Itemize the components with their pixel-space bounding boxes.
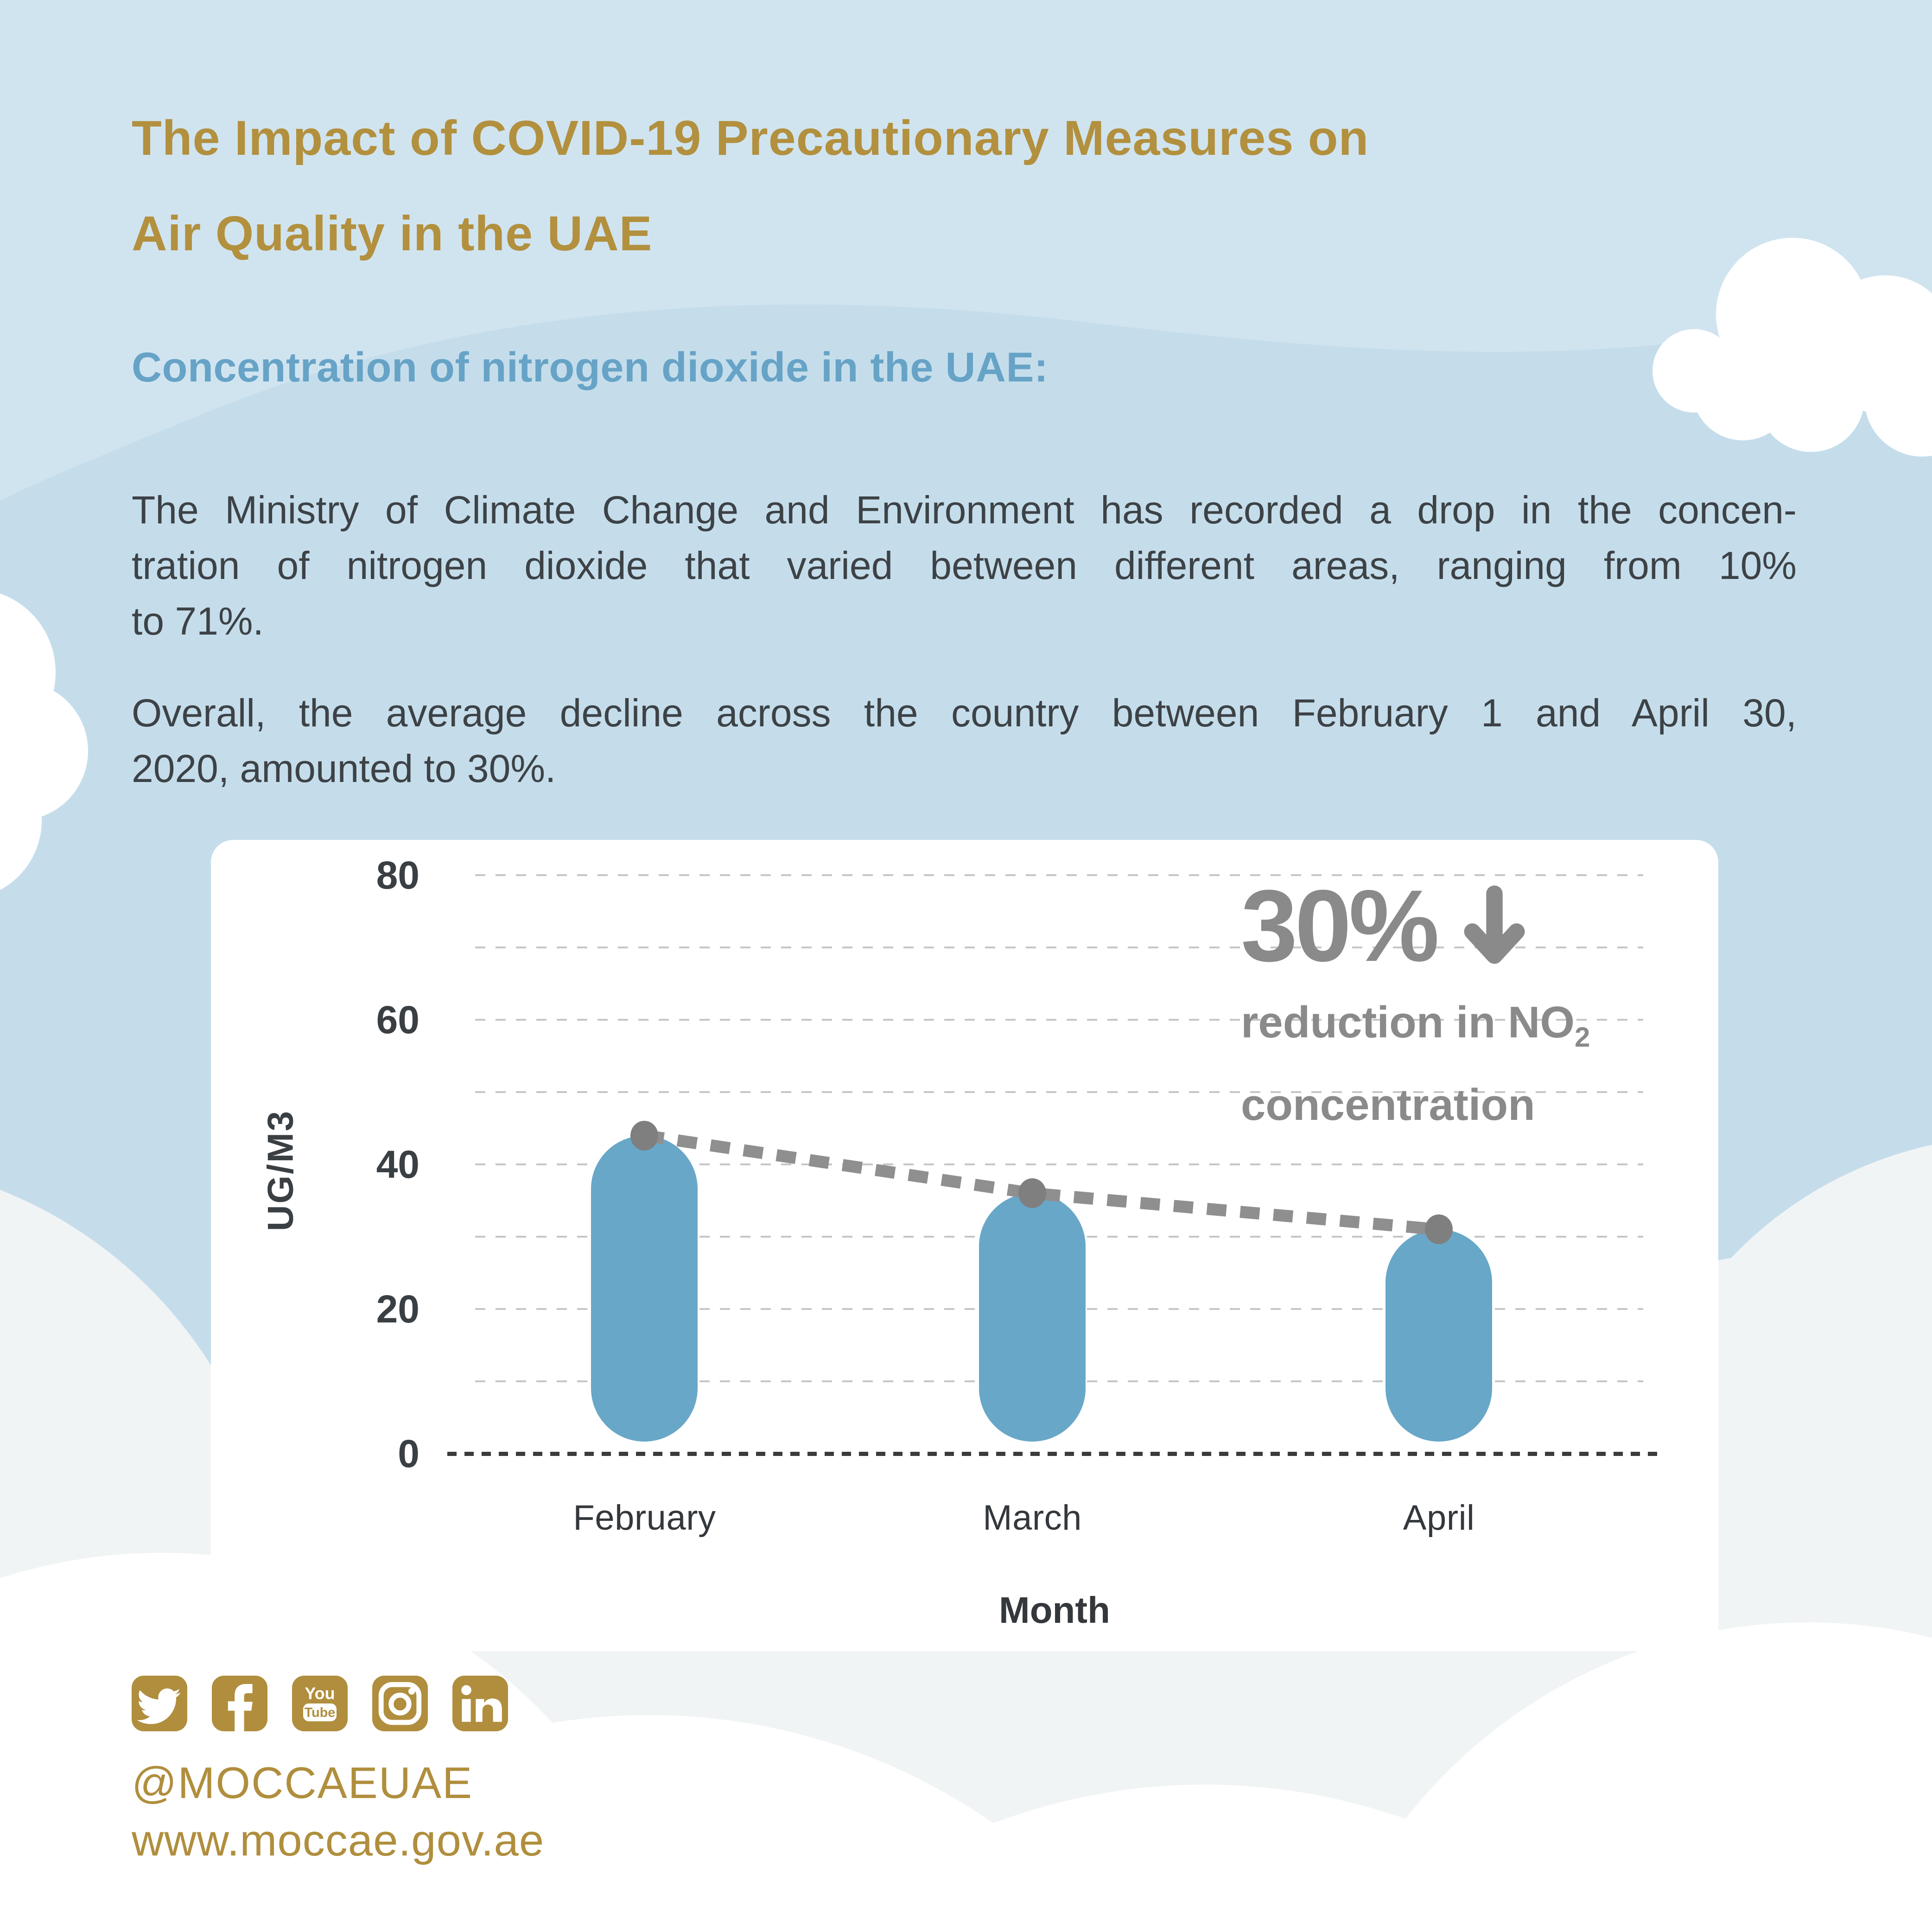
gridline-80 <box>475 874 1643 876</box>
x-tick-label-march: March <box>983 1498 1082 1538</box>
y-tick-label-0: 0 <box>398 1432 419 1475</box>
page-title-line2: Air Quality in the UAE <box>132 206 653 261</box>
down-arrow-icon <box>1464 885 1525 964</box>
twitter-icon <box>132 1676 187 1731</box>
chart-card: UG/M3 Month 0 20 40 60 80 February March April … <box>211 840 1718 1651</box>
x-tick-label-april: April <box>1403 1498 1475 1538</box>
bar-march <box>979 1193 1086 1442</box>
paragraph-1-line3: to 71%. <box>132 599 264 643</box>
youtube-icon: You Tube <box>292 1676 348 1731</box>
paragraph-1-line2: tration of nitrogen dioxide that varied … <box>132 544 1797 587</box>
y-tick-label-40: 40 <box>376 1143 419 1186</box>
gridline-60 <box>475 1019 1643 1021</box>
paragraph-2: Overall, the average decline across the … <box>132 685 1797 796</box>
marker-dot-february <box>630 1120 659 1150</box>
paragraph-2-line2: 2020, amounted to 30%. <box>132 747 556 790</box>
cloud-white-bottom <box>0 1553 1932 1932</box>
svg-text:You: You <box>305 1684 335 1703</box>
website-url: www.moccae.gov.ae <box>132 1816 545 1865</box>
annotation-line1: reduction in NO2 <box>1241 998 1590 1053</box>
page-title: The Impact of COVID-19 Precautionary Mea… <box>132 90 1763 281</box>
bar-february <box>591 1135 698 1442</box>
linkedin-icon <box>452 1676 508 1731</box>
instagram-icon <box>372 1676 428 1731</box>
facebook-icon <box>212 1676 267 1731</box>
x-axis-baseline <box>447 1452 1657 1456</box>
annotation-line2: concentration <box>1241 1080 1535 1130</box>
social-handle: @MOCCAEUAE <box>132 1758 473 1808</box>
page-title-line1: The Impact of COVID-19 Precautionary Mea… <box>132 111 1369 165</box>
plot-area: Month 0 20 40 60 80 February March April <box>376 853 1657 1631</box>
bar-april <box>1385 1229 1493 1442</box>
y-tick-label-80: 80 <box>376 853 419 897</box>
gridline-40 <box>475 1163 1643 1165</box>
sky-band <box>0 0 1932 501</box>
paragraph-1: The Ministry of Climate Change and Envir… <box>132 482 1797 649</box>
marker-dot-march <box>1018 1178 1047 1208</box>
paragraph-1-line1: The Ministry of Climate Change and Envir… <box>132 488 1797 532</box>
cloud-top-right <box>1652 238 1932 457</box>
social-icons-row: You Tube <box>132 1676 508 1731</box>
marker-dot-april <box>1425 1214 1453 1245</box>
svg-text:Tube: Tube <box>305 1705 336 1720</box>
y-axis-title: UG/M3 <box>260 1109 301 1232</box>
gridline-50 <box>475 1091 1643 1093</box>
y-tick-label-20: 20 <box>376 1287 419 1331</box>
x-tick-label-february: February <box>573 1498 716 1538</box>
cloud-left-edge <box>0 593 88 890</box>
annotation-subscript: 2 <box>1575 1022 1590 1053</box>
reduction-annotation: 30% reduction in NO2 concentration <box>1241 869 1590 1139</box>
gridline-70 <box>475 947 1643 948</box>
paragraph-2-line1: Overall, the average decline across the … <box>132 691 1797 735</box>
x-axis-title: Month <box>999 1589 1110 1631</box>
y-tick-label-60: 60 <box>376 998 419 1042</box>
section-subtitle: Concentration of nitrogen dioxide in the… <box>132 344 1049 391</box>
annotation-headline-row: 30% <box>1241 869 1590 983</box>
annotation-value: 30% <box>1241 869 1439 983</box>
